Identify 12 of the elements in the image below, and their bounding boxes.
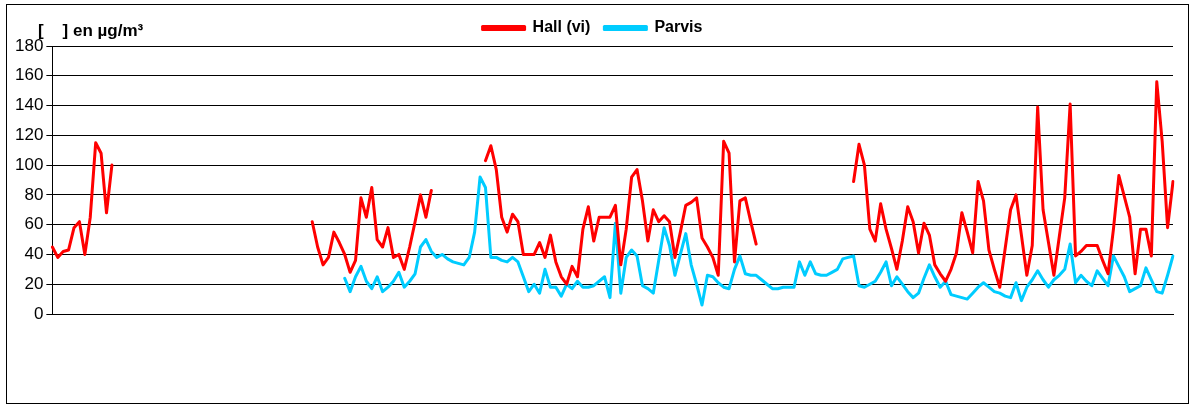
y-axis-title: [ ] en µg/m³: [38, 21, 144, 40]
y-tick-label: 160: [14, 65, 44, 85]
legend-label: Parvis: [654, 18, 703, 36]
y-tick-label: 140: [14, 95, 44, 115]
y-tick-label: 120: [14, 125, 44, 145]
legend-label: Hall (vi): [532, 18, 591, 36]
y-tick-label: 100: [14, 154, 44, 174]
y-tick-label: 60: [24, 214, 44, 234]
y-tick-label: 40: [24, 244, 44, 264]
y-tick-label: 80: [24, 184, 44, 204]
y-tick-label: 0: [33, 303, 44, 323]
y-tick-label: 20: [24, 273, 44, 293]
